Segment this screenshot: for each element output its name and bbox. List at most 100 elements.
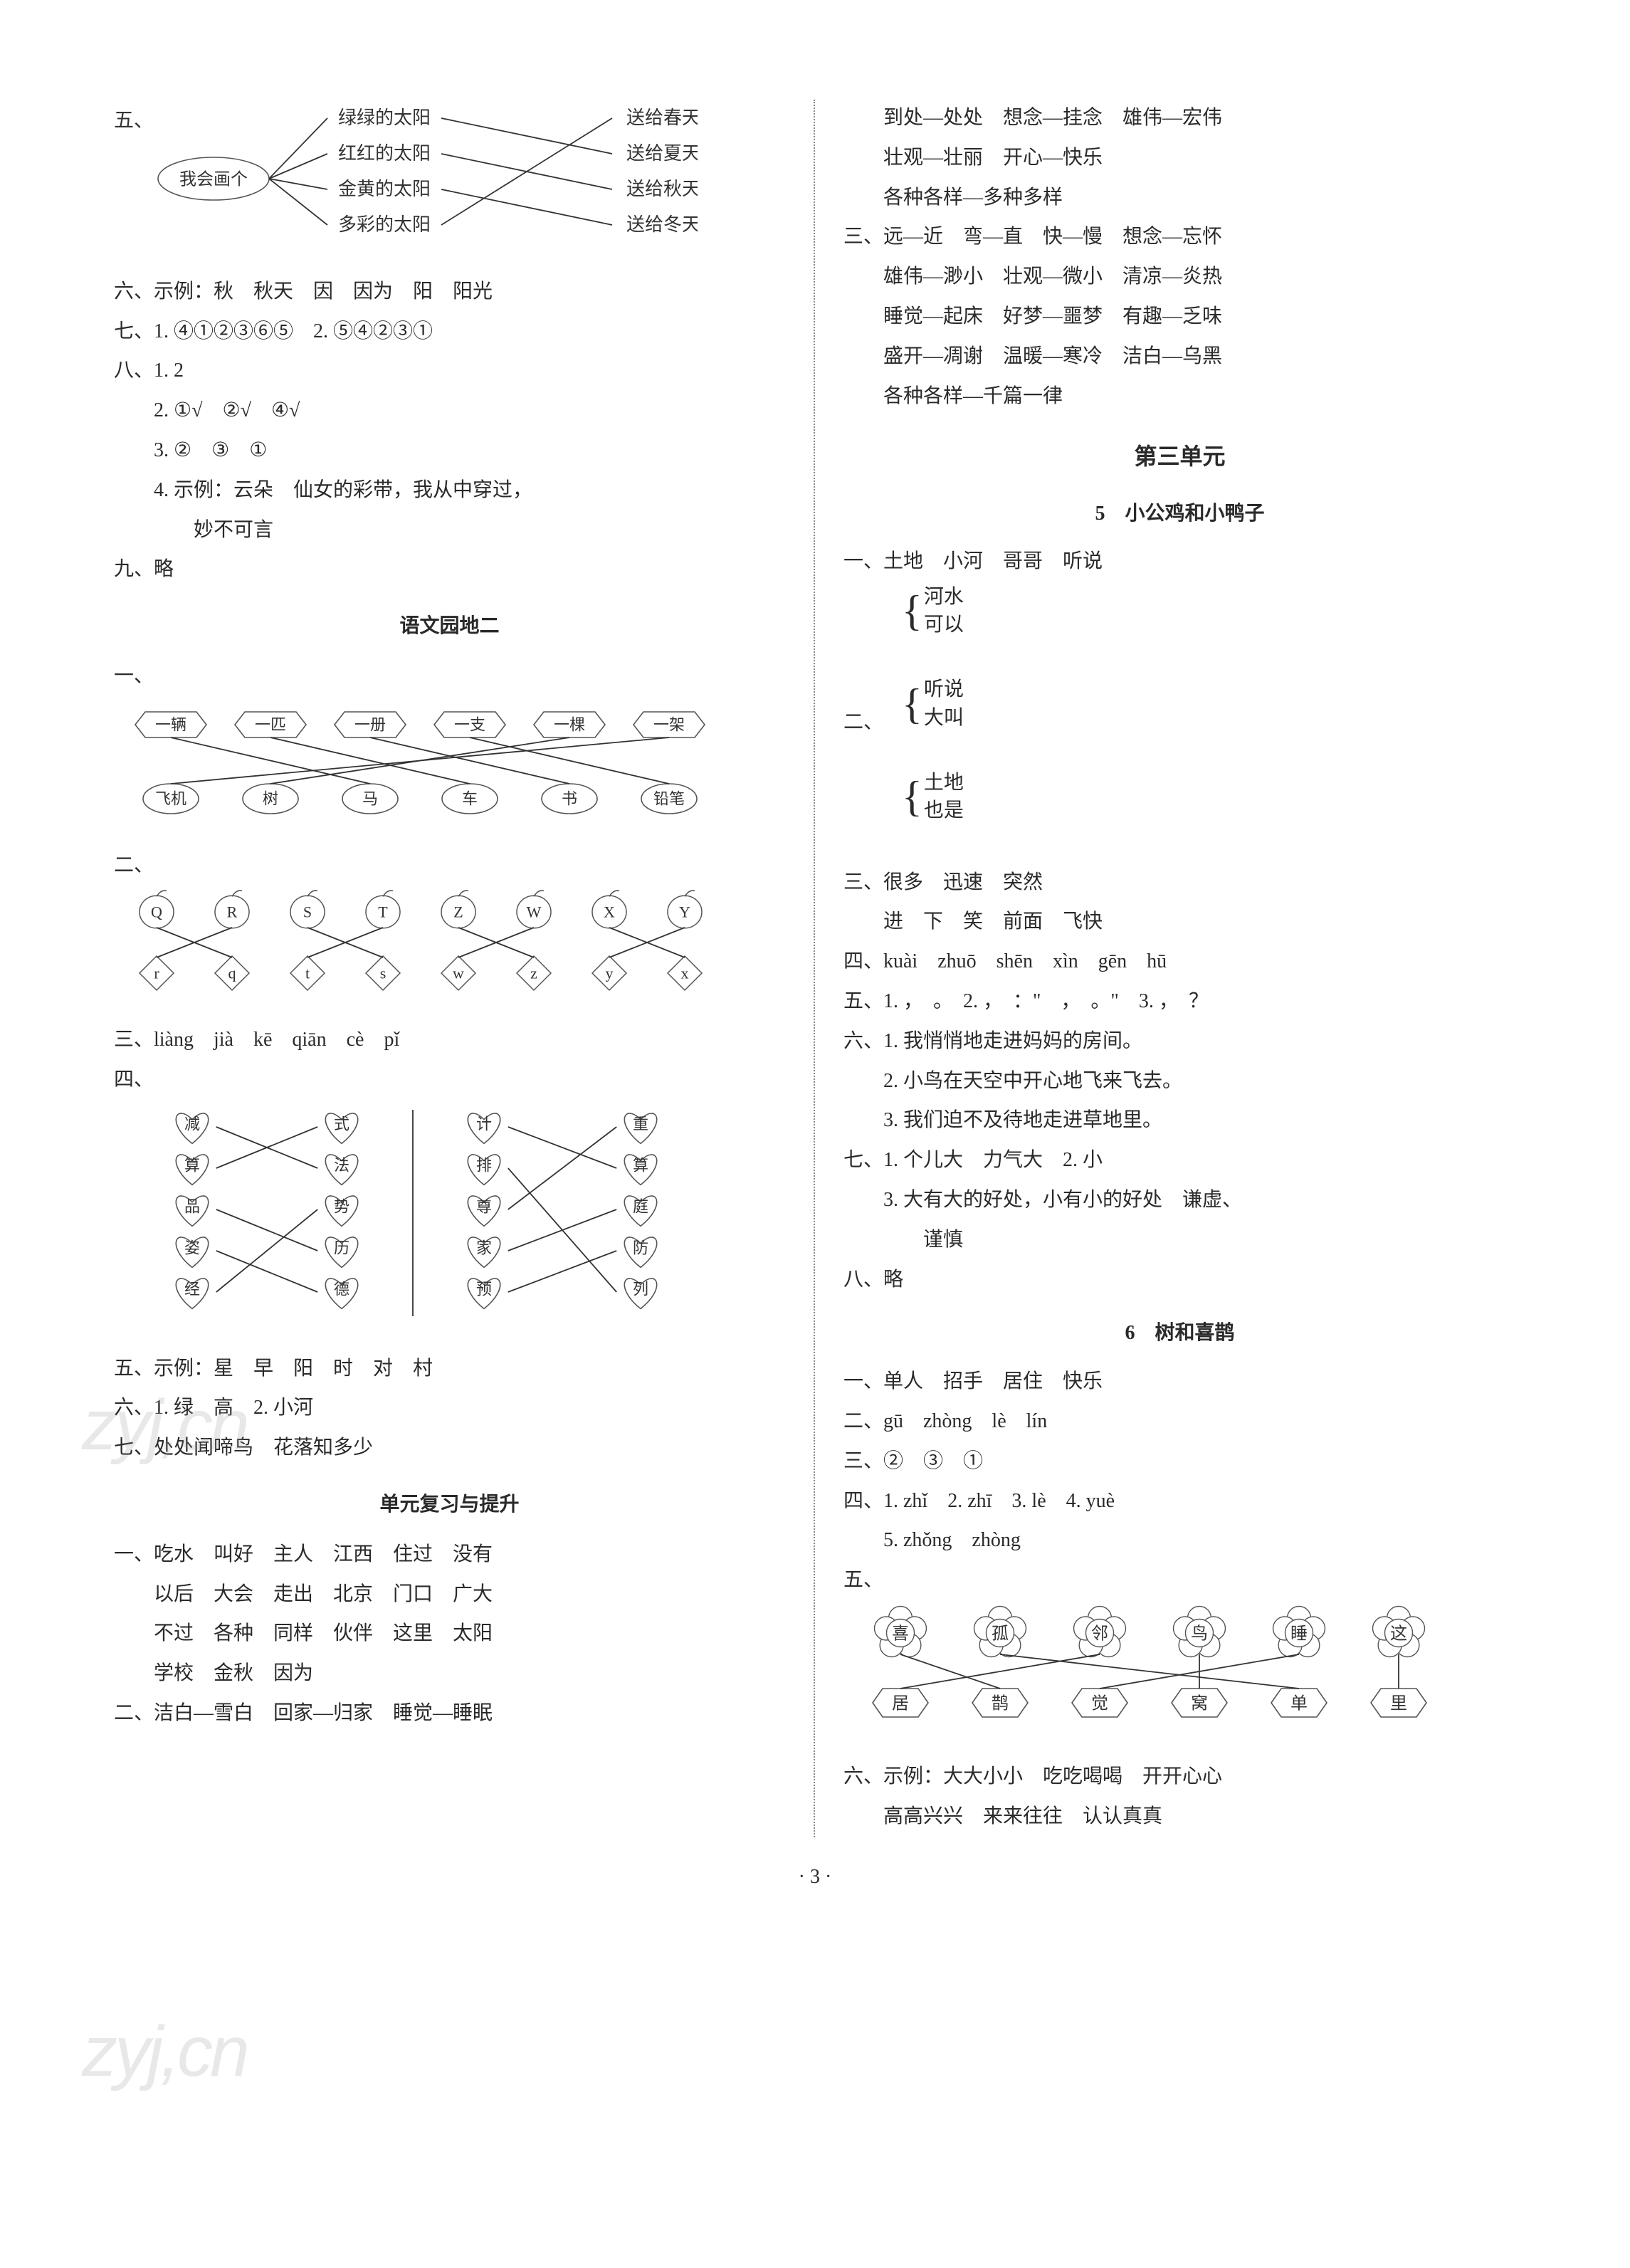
svg-text:r: r xyxy=(154,965,159,982)
svg-text:多彩的太阳: 多彩的太阳 xyxy=(338,214,431,235)
svg-text:排: 排 xyxy=(476,1156,492,1174)
q9-line: 九、略 xyxy=(114,551,785,588)
svg-text:车: 车 xyxy=(462,789,478,807)
svg-text:一匹: 一匹 xyxy=(255,715,286,733)
svg-text:红红的太阳: 红红的太阳 xyxy=(338,143,431,164)
q1c-2: 以后 大会 走出 北京 门口 广大 xyxy=(114,1576,785,1613)
q4b-label: 四、 xyxy=(114,1061,785,1098)
svg-text:树: 树 xyxy=(263,789,278,807)
brace-group: {河水可以 xyxy=(902,583,964,639)
svg-text:R: R xyxy=(227,903,238,921)
svg-text:算: 算 xyxy=(633,1156,648,1174)
svg-text:Q: Q xyxy=(151,903,162,921)
svg-text:单: 单 xyxy=(1290,1694,1308,1713)
q2b-diagram: QRSTZWXYrqtswzyx xyxy=(114,888,740,1002)
svg-text:居: 居 xyxy=(892,1694,909,1713)
brace-group: {土地也是 xyxy=(902,769,964,824)
q3r-1: 三、远—近 弯—直 快—慢 想念—忘怀 xyxy=(843,219,1516,256)
q8-2: 2. ①√ ②√ ④√ xyxy=(114,392,785,429)
svg-text:算: 算 xyxy=(184,1156,200,1174)
svg-text:送给夏天: 送给夏天 xyxy=(626,143,698,164)
svg-text:S: S xyxy=(303,903,312,921)
r3a: 三、很多 迅速 突然 xyxy=(843,864,1516,901)
q8-3: 3. ② ③ ① xyxy=(114,432,785,469)
q3r-5: 各种各样—千篇一律 xyxy=(843,378,1516,415)
svg-text:T: T xyxy=(378,903,388,921)
lesson6-title: 6 树和喜鹊 xyxy=(843,1315,1516,1352)
r66b: 高高兴兴 来来往往 认认真真 xyxy=(843,1798,1516,1835)
q8-4b: 妙不可言 xyxy=(114,512,785,549)
pre1: 到处—处处 想念—挂念 雄伟—宏伟 xyxy=(843,100,1516,137)
pre3: 各种各样—多种多样 xyxy=(843,179,1516,216)
r63: 三、② ③ ① xyxy=(843,1443,1516,1480)
r2-braces: 二、 {河水可以{听说大叫{土地也是 xyxy=(843,583,1516,861)
svg-text:觉: 觉 xyxy=(1091,1694,1108,1713)
svg-text:经: 经 xyxy=(184,1280,200,1298)
brace-items: 听说大叫 xyxy=(924,676,964,731)
r62: 二、gū zhòng lè lín xyxy=(843,1403,1516,1440)
r61: 一、单人 招手 居住 快乐 xyxy=(843,1363,1516,1400)
svg-text:Z: Z xyxy=(453,903,463,921)
svg-text:q: q xyxy=(228,965,236,982)
page-number: · 3 · xyxy=(114,1859,1516,1896)
watermark: zyj,cn xyxy=(82,1360,247,1491)
svg-text:书: 书 xyxy=(562,789,577,807)
svg-text:势: 势 xyxy=(334,1197,349,1215)
r6-3: 3. 我们迫不及待地走进草地里。 xyxy=(843,1102,1516,1139)
r65-diagram: 喜孤邻鸟睡这居鹊觉窝单里 xyxy=(843,1603,1470,1738)
brace-items: 土地也是 xyxy=(924,769,964,824)
q5-wrapper: 五、我会画个绿绿的太阳红红的太阳金黄的太阳多彩的太阳送给春天送给夏天送给秋天送给… xyxy=(114,104,785,266)
brace-group: {听说大叫 xyxy=(902,676,964,731)
pre2: 壮观—壮丽 开心—快乐 xyxy=(843,140,1516,177)
brace-items: 河水可以 xyxy=(924,583,964,639)
r66a: 六、示例：大大小小 吃吃喝喝 开开心心 xyxy=(843,1758,1516,1795)
brace-item: 大叫 xyxy=(924,704,964,732)
lesson5-title: 5 小公鸡和小鸭子 xyxy=(843,495,1516,532)
svg-text:减: 减 xyxy=(184,1115,200,1133)
svg-text:防: 防 xyxy=(633,1239,648,1256)
r7-1: 七、1. 个儿大 力气大 2. 小 xyxy=(843,1142,1516,1179)
svg-text:t: t xyxy=(305,965,310,982)
svg-text:里: 里 xyxy=(1390,1694,1407,1713)
r64a: 四、1. zhǐ 2. zhī 3. lè 4. yuè xyxy=(843,1483,1516,1520)
svg-text:绿绿的太阳: 绿绿的太阳 xyxy=(338,107,431,128)
svg-text:x: x xyxy=(681,965,689,982)
svg-text:式: 式 xyxy=(334,1115,349,1133)
svg-text:历: 历 xyxy=(334,1239,349,1256)
q3b-line: 三、liàng jià kē qiān cè pǐ xyxy=(114,1022,785,1059)
q5-diagram: 五、我会画个绿绿的太阳红红的太阳金黄的太阳多彩的太阳送给春天送给夏天送给秋天送给… xyxy=(114,104,698,253)
q4b-diagram: 减算品姿经式法势历德计排尊家预重算庭防列 xyxy=(114,1103,740,1330)
svg-text:送给秋天: 送给秋天 xyxy=(626,179,698,199)
watermark: zyj,cn xyxy=(82,1986,247,2118)
q8-4a: 4. 示例：云朵 仙女的彩带，我从中穿过， xyxy=(114,472,785,509)
svg-text:金黄的太阳: 金黄的太阳 xyxy=(338,179,431,199)
r65-label: 五、 xyxy=(843,1562,1516,1599)
brace-item: 听说 xyxy=(924,676,964,703)
q7-line: 七、1. ④①②③⑥⑤ 2. ⑤④②③① xyxy=(114,313,785,350)
q1c-4: 学校 金秋 因为 xyxy=(114,1655,785,1692)
svg-text:法: 法 xyxy=(334,1156,349,1174)
brace-item: 也是 xyxy=(924,797,964,824)
section-title-fuxi: 单元复习与提升 xyxy=(114,1486,785,1523)
svg-text:鹊: 鹊 xyxy=(992,1694,1009,1713)
svg-text:X: X xyxy=(604,903,615,921)
two-column-layout: 五、我会画个绿绿的太阳红红的太阳金黄的太阳多彩的太阳送给春天送给夏天送给秋天送给… xyxy=(114,100,1516,1837)
svg-text:w: w xyxy=(453,965,464,982)
svg-text:列: 列 xyxy=(633,1280,648,1298)
svg-text:飞机: 飞机 xyxy=(155,789,186,807)
r3b: 进 下 笑 前面 飞快 xyxy=(843,903,1516,940)
q3r-3: 睡觉—起床 好梦—噩梦 有趣—乏味 xyxy=(843,298,1516,335)
svg-text:德: 德 xyxy=(334,1280,349,1298)
r5: 五、1. ， 。 2. ， ：" ， 。" 3. ， ？ xyxy=(843,983,1516,1020)
svg-text:鸟: 鸟 xyxy=(1191,1624,1208,1643)
svg-text:孤: 孤 xyxy=(992,1624,1009,1643)
brace-item: 可以 xyxy=(924,611,964,639)
svg-text:铅笔: 铅笔 xyxy=(653,789,685,807)
section-title-yuwen: 语文园地二 xyxy=(114,608,785,645)
svg-text:一册: 一册 xyxy=(354,715,386,733)
q1c-3: 不过 各种 同样 伙伴 这里 太阳 xyxy=(114,1615,785,1652)
svg-text:马: 马 xyxy=(362,789,378,807)
brace-item: 河水 xyxy=(924,583,964,611)
r4: 四、kuài zhuō shēn xìn gēn hū xyxy=(843,943,1516,980)
r1: 一、土地 小河 哥哥 听说 xyxy=(843,543,1516,580)
